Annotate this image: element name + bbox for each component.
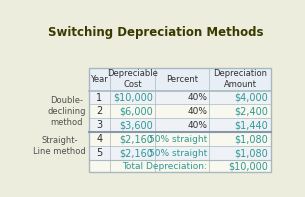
Bar [88, 118, 271, 132]
Bar [88, 146, 271, 160]
Bar [88, 68, 271, 172]
Text: Percent: Percent [166, 75, 198, 84]
Text: Depreciation
Amount: Depreciation Amount [213, 69, 267, 89]
Text: Year: Year [91, 75, 108, 84]
Text: 4: 4 [96, 134, 102, 144]
Bar [88, 68, 271, 172]
Text: 50% straight: 50% straight [149, 135, 207, 144]
Bar [88, 68, 271, 91]
Bar [88, 132, 271, 146]
Text: 40%: 40% [187, 93, 207, 102]
Text: 3: 3 [96, 120, 102, 130]
Text: $1,080: $1,080 [235, 148, 268, 158]
Text: $2,400: $2,400 [235, 106, 268, 116]
Text: $4,000: $4,000 [235, 93, 268, 103]
Text: Depreciable
Cost: Depreciable Cost [107, 69, 158, 89]
Text: 40%: 40% [187, 121, 207, 130]
Text: $1,080: $1,080 [235, 134, 268, 144]
Text: Switching Depreciation Methods: Switching Depreciation Methods [48, 26, 264, 39]
Text: $10,000: $10,000 [113, 93, 153, 103]
Text: 2: 2 [96, 106, 102, 116]
Text: 40%: 40% [187, 107, 207, 116]
Bar [88, 91, 271, 104]
Text: $3,600: $3,600 [119, 120, 153, 130]
Text: 5: 5 [96, 148, 102, 158]
Text: $10,000: $10,000 [228, 161, 268, 171]
Text: $1,440: $1,440 [235, 120, 268, 130]
Text: $2,160: $2,160 [119, 148, 153, 158]
Text: Straight-
Line method: Straight- Line method [34, 136, 86, 156]
Text: $2,160: $2,160 [119, 134, 153, 144]
Bar [88, 104, 271, 118]
Bar [88, 160, 271, 172]
Text: 1: 1 [96, 93, 102, 103]
Text: $6,000: $6,000 [119, 106, 153, 116]
Text: 50% straight: 50% straight [149, 149, 207, 157]
Text: Double-
declining
method: Double- declining method [48, 96, 86, 127]
Text: Total Depreciation:: Total Depreciation: [122, 162, 207, 171]
